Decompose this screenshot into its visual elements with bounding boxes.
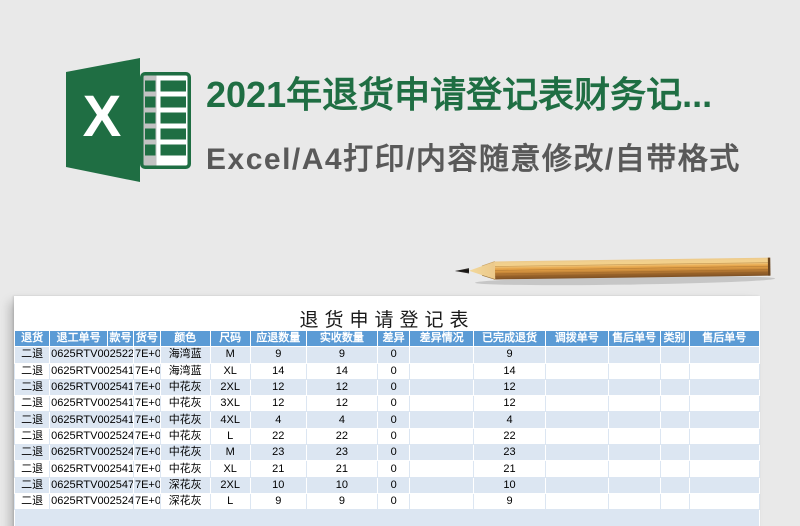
svg-text:X: X: [83, 84, 122, 149]
